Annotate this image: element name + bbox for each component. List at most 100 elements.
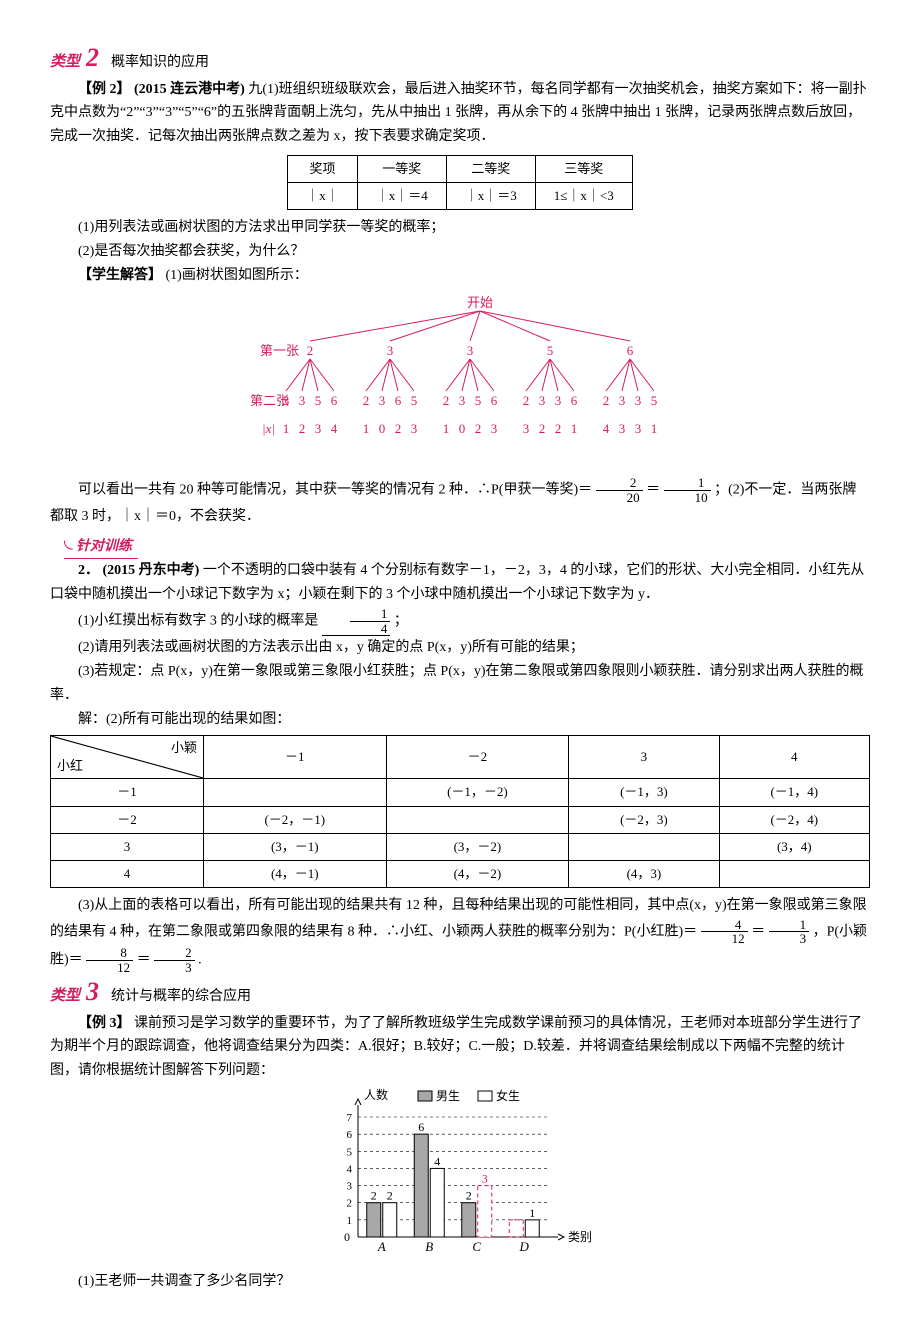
svg-text:2: 2 <box>371 1189 377 1203</box>
svg-text:D: D <box>519 1239 530 1254</box>
frac-8-12: 812 <box>86 946 133 974</box>
svg-text:4: 4 <box>347 1163 353 1175</box>
p2: 2． (2015 丹东中考) 一个不透明的口袋中装有 4 个分别标有数字－1，－… <box>50 559 870 607</box>
grid-row-head: 3 <box>51 833 204 860</box>
svg-text:2: 2 <box>299 421 306 436</box>
grid-cell: (4，－2) <box>386 860 569 887</box>
svg-text:3: 3 <box>491 421 498 436</box>
example2-q1: (1)用列表法或画树状图的方法求出甲同学获一等奖的概率； <box>50 216 870 240</box>
svg-text:6: 6 <box>331 393 338 408</box>
grid-row-head: －2 <box>51 806 204 833</box>
type3-title: 统计与概率的综合应用 <box>111 985 251 1009</box>
svg-text:3: 3 <box>467 343 474 358</box>
svg-text:3: 3 <box>299 393 306 408</box>
svg-text:A: A <box>377 1239 386 1254</box>
svg-text:开始: 开始 <box>467 295 493 310</box>
svg-text:3: 3 <box>315 421 322 436</box>
svg-text:1: 1 <box>443 421 450 436</box>
svg-text:1: 1 <box>651 421 658 436</box>
svg-text:1: 1 <box>363 421 370 436</box>
svg-text:2: 2 <box>395 421 402 436</box>
grid-cell <box>204 779 387 806</box>
grid-cell <box>386 806 569 833</box>
svg-text:1: 1 <box>529 1206 535 1220</box>
prize-r3: 1≤｜x｜<3 <box>535 182 632 209</box>
p2-q1a: (1)小红摸出标有数字 3 的小球的概率是 <box>78 613 318 628</box>
svg-text:6: 6 <box>491 393 498 408</box>
svg-text:2: 2 <box>307 343 314 358</box>
grid-cell: (3，－2) <box>386 833 569 860</box>
example3-q1: (1)王老师一共调查了多少名同学？ <box>50 1270 870 1294</box>
example3-text: 课前预习是学习数学的重要环节，为了了解所教班级学生完成数学课前预习的具体情况，王… <box>50 1016 862 1079</box>
grid-cell: (3，－1) <box>204 833 387 860</box>
svg-text:2: 2 <box>387 1189 393 1203</box>
grid-cell: (－2，4) <box>719 806 869 833</box>
svg-text:0: 0 <box>344 1230 350 1244</box>
prize-r0: ｜x｜ <box>288 182 358 209</box>
example3-para: 【例 3】 课前预习是学习数学的重要环节，为了了解所教班级学生完成数学课前预习的… <box>50 1012 870 1083</box>
conc-a: 可以看出一共有 20 种等可能情况，其中获一等奖的情况有 2 种．∴P(甲获一等… <box>78 483 592 498</box>
svg-text:2: 2 <box>466 1189 472 1203</box>
grid-cell <box>719 860 869 887</box>
svg-text:B: B <box>425 1239 433 1254</box>
prize-h3: 三等奖 <box>535 155 632 182</box>
svg-text:3: 3 <box>459 393 466 408</box>
p2-q1: (1)小红摸出标有数字 3 的小球的概率是 14 ； <box>50 607 870 636</box>
svg-text:3: 3 <box>635 421 642 436</box>
grid-cell: (－2，－1) <box>204 806 387 833</box>
example3-label: 【例 3】 <box>78 1016 131 1031</box>
svg-text:5: 5 <box>547 343 554 358</box>
svg-text:4: 4 <box>331 421 338 436</box>
svg-text:第一张: 第一张 <box>260 343 299 358</box>
grid-cell: (4，－1) <box>204 860 387 887</box>
ans-intro: (1)画树状图如图所示： <box>166 268 308 283</box>
svg-text:3: 3 <box>523 421 530 436</box>
svg-text:5: 5 <box>315 393 322 408</box>
svg-text:4: 4 <box>603 421 610 436</box>
svg-text:2: 2 <box>443 393 450 408</box>
svg-text:3: 3 <box>619 393 626 408</box>
bar-chart: 人数类别01234567男生女生22A64B23C1D <box>50 1087 870 1266</box>
p2-sol-intro: 解：(2)所有可能出现的结果如图： <box>50 708 870 732</box>
svg-text:5: 5 <box>347 1146 353 1158</box>
type3-header: 类型 3 统计与概率的综合应用 <box>50 982 870 1010</box>
svg-text:6: 6 <box>347 1129 353 1141</box>
svg-text:3: 3 <box>283 393 290 408</box>
grid-col2: 3 <box>569 736 719 779</box>
svg-text:2: 2 <box>347 1198 353 1210</box>
frac-1-3: 13 <box>769 918 810 946</box>
grid-cell: (－1，4) <box>719 779 869 806</box>
svg-text:C: C <box>472 1239 481 1254</box>
svg-text:6: 6 <box>571 393 578 408</box>
ans-label: 【学生解答】 <box>78 268 162 283</box>
svg-text:类别: 类别 <box>568 1230 592 1244</box>
svg-text:6: 6 <box>418 1120 424 1134</box>
example2-src: (2015 连云港中考) <box>134 82 245 97</box>
svg-text:1: 1 <box>347 1215 353 1227</box>
svg-text:3: 3 <box>379 393 386 408</box>
frac-4-12: 412 <box>701 918 748 946</box>
example2-para: 【例 2】 (2015 连云港中考) 九(1)班组织班级联欢会，最后进入抽奖环节… <box>50 78 870 149</box>
type2-label: 类型 <box>50 50 80 76</box>
p2-q3: (3)若规定：点 P(x，y)在第一象限或第三象限小红获胜；点 P(x，y)在第… <box>50 660 870 708</box>
svg-text:3: 3 <box>635 393 642 408</box>
frac-1-4: 14 <box>350 607 391 635</box>
conclusion: 可以看出一共有 20 种等可能情况，其中获一等奖的情况有 2 种．∴P(甲获一等… <box>50 476 870 528</box>
grid-cell <box>569 833 719 860</box>
grid-col1: －2 <box>386 736 569 779</box>
train-label: 针对训练 <box>64 535 138 560</box>
svg-text:5: 5 <box>475 393 482 408</box>
grid-col3: 4 <box>719 736 869 779</box>
svg-text:3: 3 <box>411 421 418 436</box>
grid-cell: (－1，－2) <box>386 779 569 806</box>
p2-q1b: ； <box>394 613 408 628</box>
frac-2-20: 220 <box>596 476 643 504</box>
p2-sol3: (3)从上面的表格可以看出，所有可能出现的结果共有 12 种，且每种结果出现的可… <box>50 894 870 974</box>
svg-text:2: 2 <box>555 421 562 436</box>
prize-h1: 一等奖 <box>357 155 446 182</box>
svg-text:1: 1 <box>571 421 578 436</box>
svg-text:|x|: |x| <box>262 421 275 436</box>
grid-cell: (4，3) <box>569 860 719 887</box>
p2-sol3-end: . <box>198 952 202 967</box>
grid-row-head: 4 <box>51 860 204 887</box>
